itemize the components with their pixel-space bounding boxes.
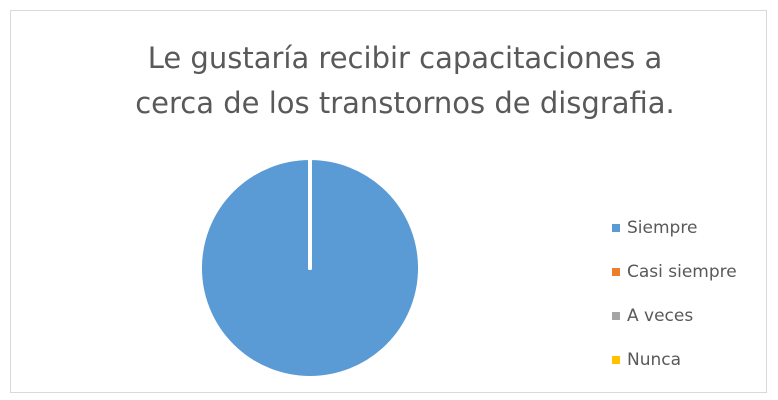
legend-label: Nunca [627,350,681,370]
legend-swatch [612,268,620,276]
legend-swatch [612,356,620,364]
chart-frame [10,10,767,393]
legend-label: Siempre [627,218,697,238]
legend-swatch [612,224,620,232]
legend-label: A veces [627,306,693,326]
legend-label: Casi siempre [627,262,737,282]
legend-swatch [612,312,620,320]
chart-title: Le gustaría recibir capacitaciones a cer… [135,41,675,120]
